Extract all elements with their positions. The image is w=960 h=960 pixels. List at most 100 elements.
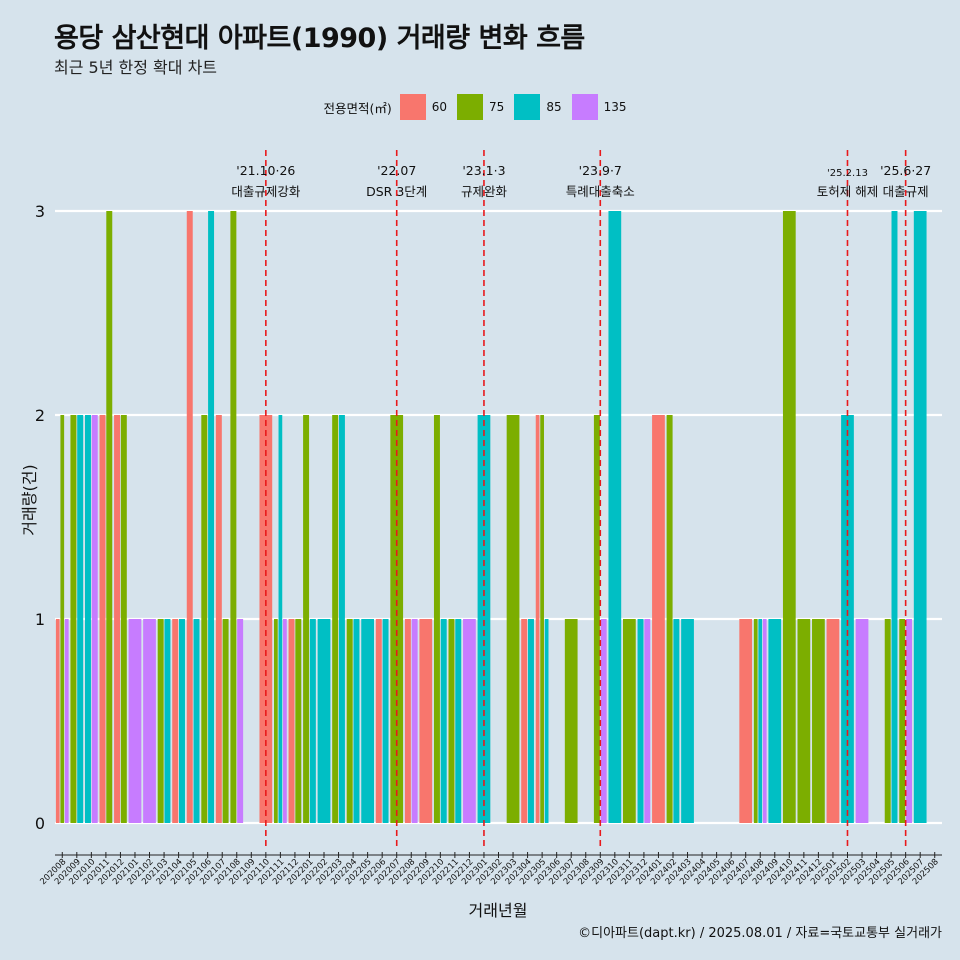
bar-60-202112: [288, 619, 295, 823]
x-axis-label: 거래년월: [468, 901, 528, 920]
bar-135-202506: [906, 619, 913, 823]
event-date-label: '25.6·27: [880, 163, 931, 178]
y-tick-label: 3: [35, 202, 45, 221]
bar-135-202503: [855, 619, 869, 823]
bar-75-202201: [303, 415, 310, 823]
bar-85-202305: [544, 619, 549, 823]
y-axis-label: 거래량(건): [20, 464, 39, 536]
bar-60-202208: [404, 619, 411, 823]
bar-85-202201: [309, 619, 316, 823]
bar-60-202008: [55, 619, 60, 823]
bar-135-202008: [64, 619, 69, 823]
bar-75-202307: [564, 619, 578, 823]
event-date-label: '23.1·3: [462, 163, 505, 178]
bar-85-202106: [208, 211, 215, 823]
bar-60-202012: [114, 415, 121, 823]
y-tick-label: 0: [35, 814, 45, 833]
bar-75-202112: [295, 619, 302, 823]
bar-135-202208: [411, 619, 418, 823]
bar-85-202312: [637, 619, 644, 823]
legend-item-135: 135: [571, 94, 627, 120]
bar-85-202408: [758, 619, 763, 823]
bar-135-202108: [237, 619, 244, 823]
bar-85-202505: [891, 211, 898, 823]
bar-60-202209: [419, 619, 433, 823]
legend-label-75: 75: [489, 100, 505, 114]
bar-135-202408: [762, 619, 767, 823]
legend-swatch-85: [514, 94, 541, 120]
bar-60-202305: [535, 415, 540, 823]
bar-135-202101: [128, 619, 142, 823]
event-name-label: 토허제 해제: [817, 184, 878, 199]
bar-85-202105: [193, 619, 200, 823]
bar-75-202410: [782, 211, 796, 823]
bar-85-202205: [361, 619, 375, 823]
bar-75-202012: [120, 415, 127, 823]
bar-85-202204: [353, 619, 360, 823]
bar-75-202505: [884, 619, 891, 823]
bar-135-202010: [91, 415, 98, 823]
bar-75-202408: [753, 619, 758, 823]
bar-85-202402: [673, 619, 680, 823]
event-name-label: DSR 3단계: [366, 184, 427, 199]
bar-75-202210: [433, 415, 440, 823]
chart-subtitle: 최근 5년 한정 확대 차트: [54, 58, 218, 77]
event-date-label: '22.07: [377, 163, 416, 178]
bar-85-202304: [527, 619, 534, 823]
bar-75-202203: [332, 415, 339, 823]
bar-60-202206: [375, 619, 382, 823]
legend-swatch-75: [457, 94, 484, 120]
bar-75-202207: [390, 415, 404, 823]
bar-85-202507: [913, 211, 927, 823]
bar-60-202407: [739, 619, 753, 823]
bar-135-202111: [283, 619, 287, 823]
bar-135-202312: [644, 619, 651, 823]
event-date-label: '23.9·7: [579, 163, 622, 178]
bar-85-202310: [608, 211, 622, 823]
bar-85-202010: [84, 415, 91, 823]
bar-85-202104: [178, 619, 185, 823]
bar-60-202304: [521, 619, 528, 823]
bar-60-202011: [99, 415, 106, 823]
bar-60-202104: [172, 619, 179, 823]
bar-75-202211: [448, 619, 455, 823]
bar-85-202103: [164, 619, 171, 823]
bar-75-202402: [666, 415, 673, 823]
bar-75-202111: [274, 619, 278, 823]
legend-title: 전용면적(㎡): [323, 100, 392, 116]
legend-label-85: 85: [546, 100, 562, 114]
event-name-label: 대출규제강화: [231, 184, 301, 199]
y-tick-label: 2: [35, 406, 45, 425]
legend-label-135: 135: [603, 100, 627, 114]
bar-60-202110: [259, 415, 273, 823]
bar-75-202204: [346, 619, 353, 823]
legend-item-60: 60: [399, 94, 448, 120]
bar-60-202501: [826, 619, 840, 823]
bar-135-202102: [143, 619, 156, 823]
bar-60-202401: [652, 415, 665, 823]
bar-60-202105: [186, 211, 193, 823]
event-date-label: '25.2.13: [827, 168, 868, 179]
bar-75-202412: [812, 619, 825, 823]
bar-75-202311: [622, 619, 636, 823]
legend-label-60: 60: [431, 100, 448, 114]
bar-75-202305: [540, 415, 544, 823]
legend-item-75: 75: [457, 94, 504, 120]
bar-75-202008: [60, 415, 65, 823]
bar-85-202206: [382, 619, 389, 823]
bar-85-202203: [338, 415, 345, 823]
bar-75-202309: [593, 415, 600, 823]
bar-75-202103: [157, 619, 164, 823]
bar-85-202111: [278, 415, 283, 823]
legend: 전용면적(㎡) 60 75 85 135: [0, 94, 960, 120]
bar-75-202411: [797, 619, 811, 823]
bar-135-202212: [463, 619, 476, 823]
event-name-label: 규제완화: [461, 184, 508, 199]
bar-75-202107: [222, 619, 229, 823]
bar-85-202211: [455, 619, 462, 823]
event-name-label: 특례대출축소: [566, 184, 635, 199]
bar-75-202303: [506, 415, 520, 823]
event-date-label: '21.10·26: [236, 163, 295, 178]
legend-item-85: 85: [514, 94, 562, 120]
